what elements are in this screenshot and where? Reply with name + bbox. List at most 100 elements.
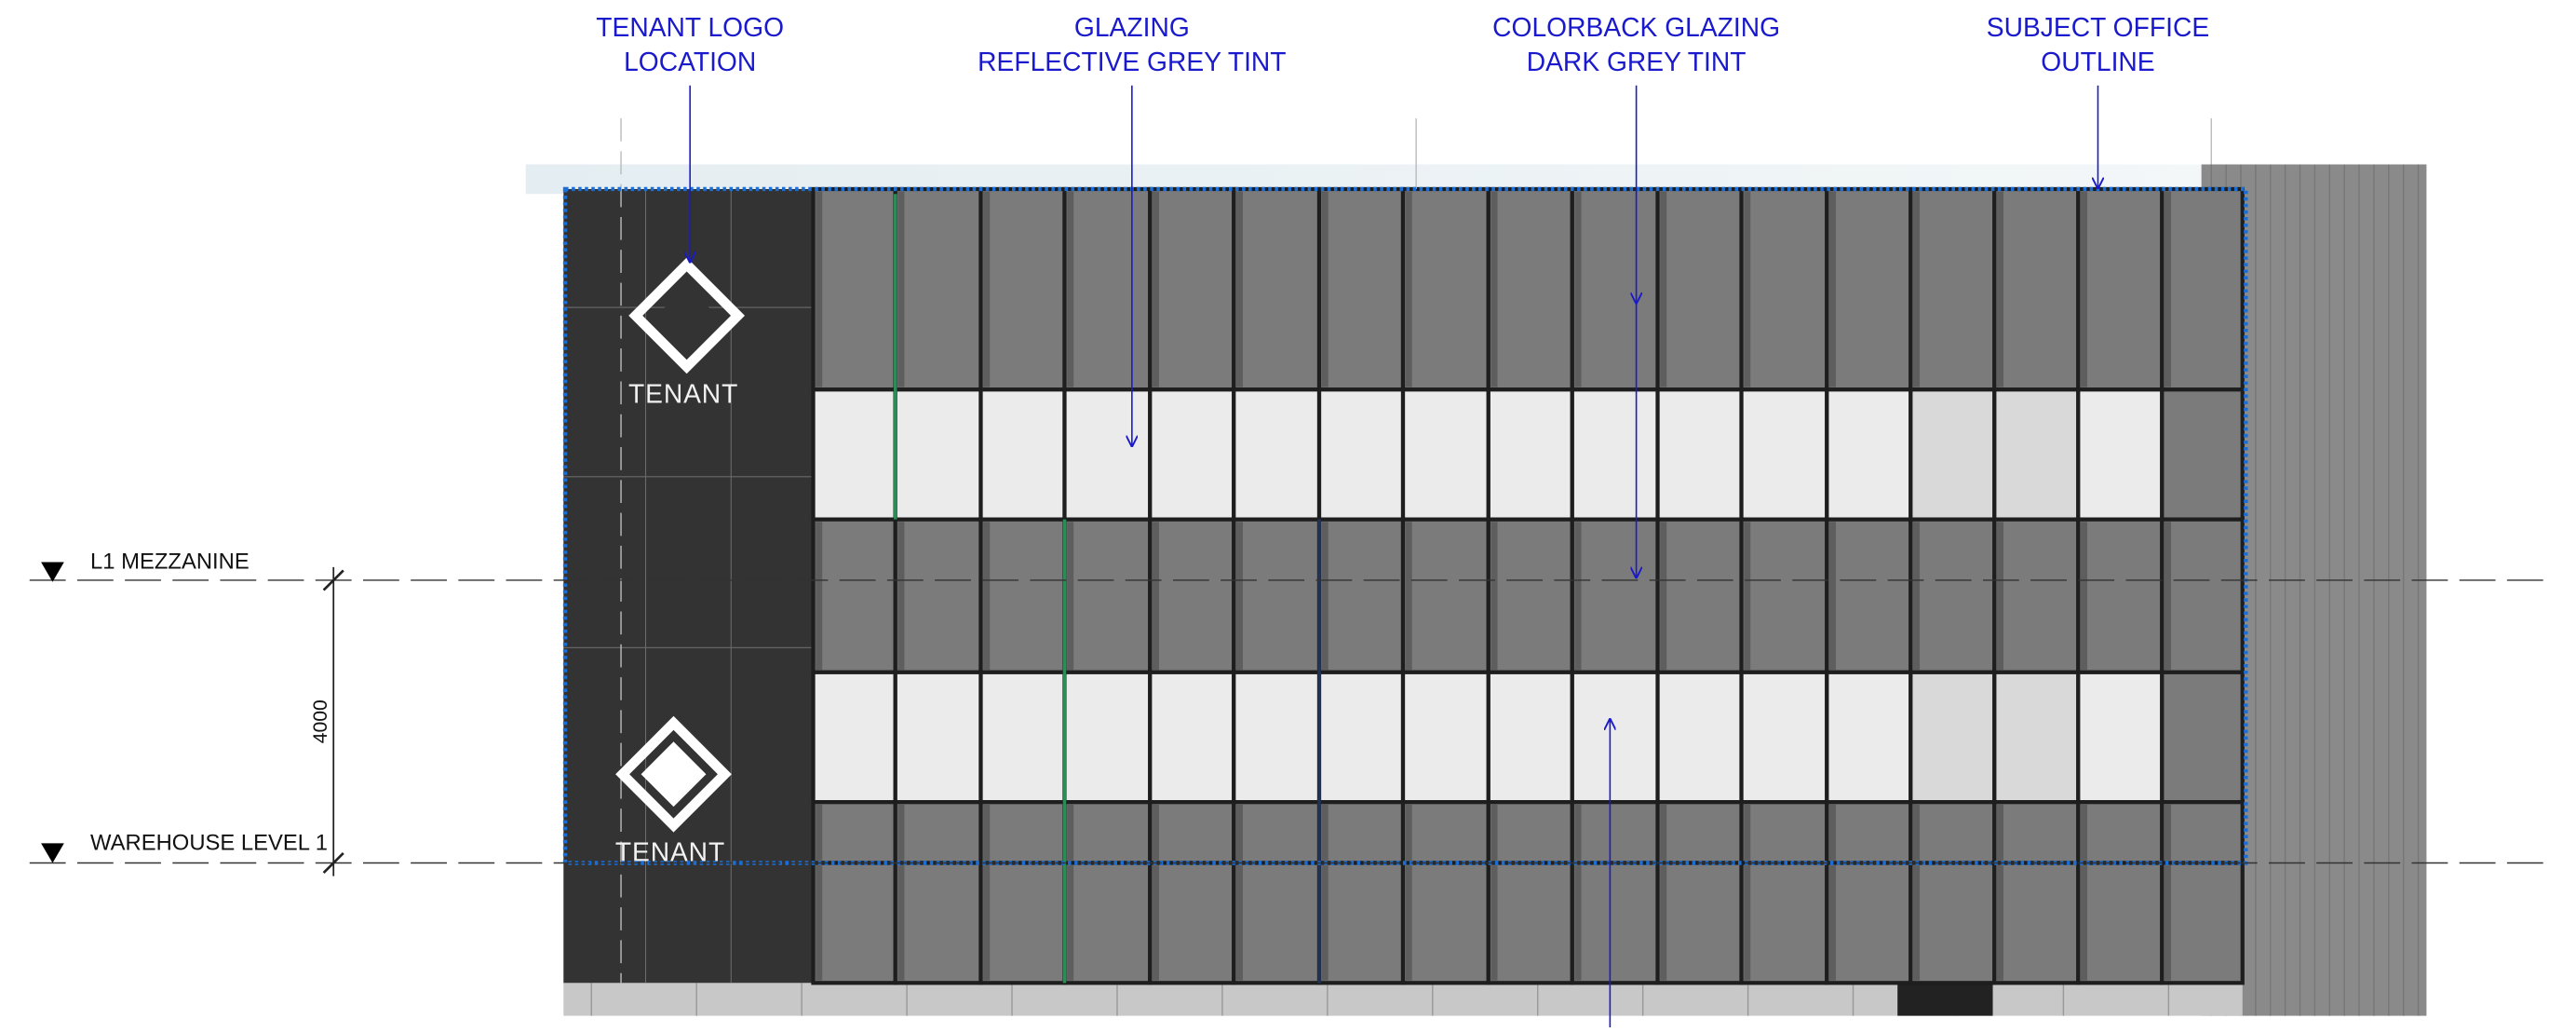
pane-shadow [1997,805,2003,861]
pane-shadow [2165,192,2171,387]
pane-shadow [1406,805,1412,861]
pane-shadow [1490,192,1497,387]
pane-shadow [983,865,990,981]
glass-pane [1572,672,1658,802]
glass-pane [2162,802,2242,862]
pane-shadow [1067,522,1073,670]
glass-pane [896,802,981,862]
pane-shadow [1067,865,1073,981]
glass-pane [2162,189,2242,389]
level-marker [41,563,64,582]
annotation: DARK GREY TINT [1527,47,1747,76]
pane-shadow [897,192,904,387]
pane-shadow [1829,865,1836,981]
pane-shadow [1153,522,1159,670]
glass-pane [1234,672,1319,802]
elevation-drawing: TENANT TENANT L1 MEZZANINE WAREHOUSE LEV… [0,0,2576,1027]
pane-shadow [1236,865,1243,981]
glass-pane [1150,672,1234,802]
level-label: WAREHOUSE LEVEL 1 [90,830,328,855]
pane-shadow [1660,865,1666,981]
glass-pane [1994,862,2078,983]
pane-shadow [2081,865,2087,981]
glass-pane [896,189,981,389]
glass-pane [1234,189,1319,389]
pane-shadow [1490,805,1497,861]
pane-shadow [816,522,822,670]
glass-pane [1742,862,1827,983]
glass-pane [1572,189,1658,389]
annotation: OUTLINE [2041,47,2154,76]
pane-shadow [816,192,822,387]
glass-pane [1742,672,1827,802]
pane-shadow [1829,192,1836,387]
annotation: REFLECTIVE GREY TINT [978,47,1286,76]
glass-pane [1150,862,1234,983]
pane-shadow [1660,805,1666,861]
glass-pane [981,389,1065,519]
glass-pane [981,802,1065,862]
glass-pane [1403,189,1489,389]
pane-shadow [1067,192,1073,387]
pane-shadow [1406,865,1412,981]
glass-pane [1572,802,1658,862]
glass-pane [1827,862,1910,983]
pane-shadow [1913,805,1920,861]
pane-shadow [1153,805,1159,861]
glass-pane [1403,520,1489,672]
glass-pane [2162,389,2242,519]
glass-pane [1742,389,1827,519]
glass-pane [1827,520,1910,672]
pane-shadow [2081,805,2087,861]
page: {"annotations": [ {"lines": ["TENANT LOG… [0,0,2576,1027]
pane-shadow [897,805,904,861]
glass-pane [1319,862,1403,983]
glass-pane [1658,189,1742,389]
glass-pane [814,862,896,983]
pane-shadow [816,805,822,861]
level-marker [41,843,64,862]
annotation: LOCATION [624,47,756,76]
glass-pane [2078,520,2162,672]
glass-pane [1319,802,1403,862]
glass-pane [1065,389,1151,519]
pane-shadow [1744,522,1750,670]
glass-pane [1403,862,1489,983]
pane-shadow [1997,192,2003,387]
pane-shadow [1913,522,1920,670]
glass-pane [2078,189,2162,389]
pane-shadow [1490,522,1497,670]
pane-shadow [2165,522,2171,670]
annotation: GLAZING [1074,12,1190,42]
glass-pane [1489,189,1572,389]
glass-pane [814,189,896,389]
pane-shadow [1322,865,1328,981]
glass-pane [2078,389,2162,519]
door [1897,983,1992,1015]
pane-shadow [2165,865,2171,981]
glass-pane [1658,802,1742,862]
pane-shadow [1574,865,1581,981]
glass-pane [1658,520,1742,672]
glass-pane [1994,389,2078,519]
glass-pane [1572,862,1658,983]
glass-pane [1827,389,1910,519]
pane-shadow [1660,522,1666,670]
glass-pane [1910,520,1994,672]
pane-shadow [816,865,822,981]
glass-pane [1742,802,1827,862]
glass-pane [1827,189,1910,389]
glass-pane [1065,802,1151,862]
glass-pane [814,389,896,519]
glass-pane [1489,520,1572,672]
pane-shadow [1236,805,1243,861]
logo-text: TENANT [628,378,738,408]
glass-pane [1489,862,1572,983]
glass-pane [1065,672,1151,802]
glass-pane [1065,862,1151,983]
pane-shadow [1997,865,2003,981]
pane-shadow [1153,192,1159,387]
glass-pane [814,520,896,672]
annotation: TENANT LOGO [596,12,784,42]
glass-pane [1742,520,1827,672]
